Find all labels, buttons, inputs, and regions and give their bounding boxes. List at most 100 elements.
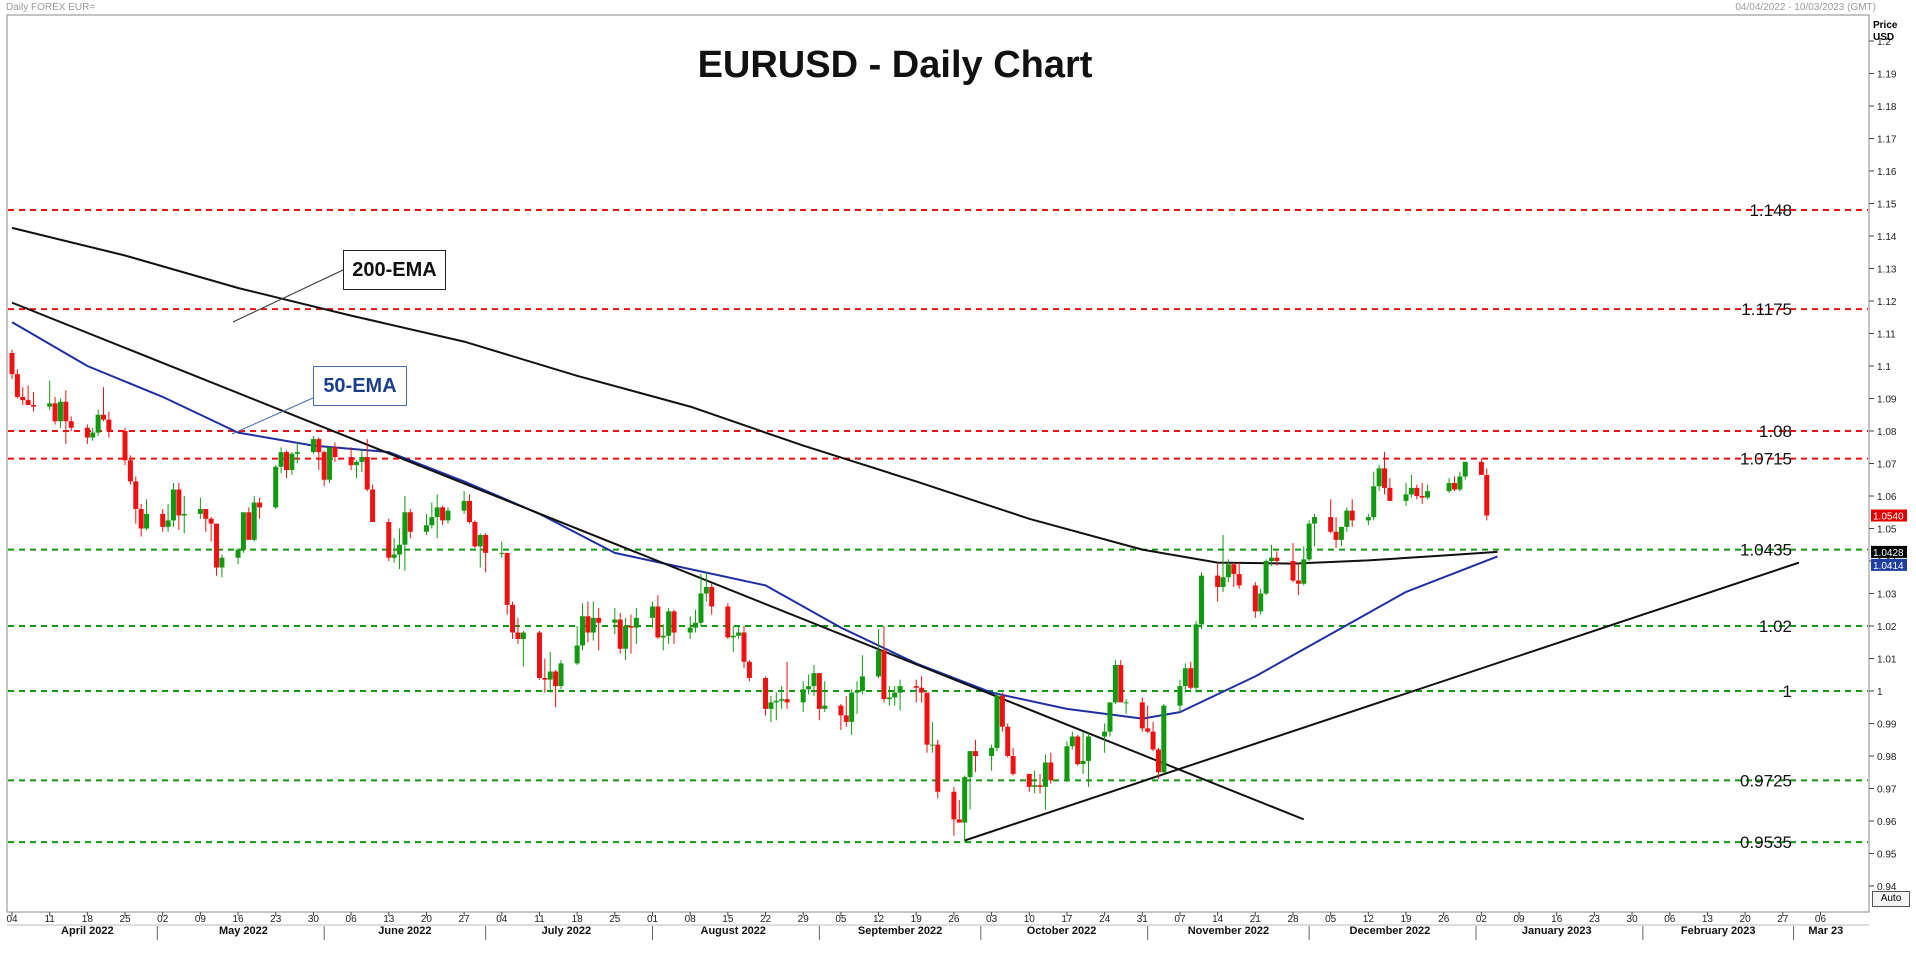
candle-body xyxy=(1161,705,1167,773)
candle-body xyxy=(1457,476,1463,490)
candle-body xyxy=(999,695,1005,727)
candle-body xyxy=(725,606,731,638)
candle-body xyxy=(1010,756,1016,774)
candle-body xyxy=(843,715,849,722)
candle-body xyxy=(127,460,133,482)
candle-body xyxy=(1414,487,1420,496)
candle-body xyxy=(730,635,736,638)
x-month-label: April 2022 xyxy=(61,925,114,937)
price-axis-title-currency: USD xyxy=(1873,32,1895,43)
candle-body xyxy=(101,414,106,420)
candle-body xyxy=(1032,785,1038,787)
candle-body xyxy=(310,439,316,453)
candle-body xyxy=(214,523,220,568)
x-tick-label: 16 xyxy=(232,914,244,925)
candle-body xyxy=(483,535,489,553)
candle-body xyxy=(876,650,882,677)
x-tick-label: 22 xyxy=(760,914,772,925)
candle-body xyxy=(1306,523,1312,560)
candle-body xyxy=(822,705,828,709)
x-tick-label: 03 xyxy=(986,914,998,925)
price-badge xyxy=(1871,558,1907,571)
candle-body xyxy=(165,520,171,527)
candle-body xyxy=(1446,483,1452,492)
candle-body xyxy=(1155,749,1161,773)
candle-body xyxy=(1376,468,1382,487)
candle-body xyxy=(1145,728,1151,732)
y-tick-label: 0.94 xyxy=(1877,882,1897,893)
candle-body xyxy=(919,687,925,693)
x-tick-label: 26 xyxy=(1438,914,1450,925)
candle-body xyxy=(1188,668,1194,688)
candle-body xyxy=(773,700,779,703)
x-month-label: December 2022 xyxy=(1350,925,1431,937)
candle-body xyxy=(806,686,812,690)
candle-body xyxy=(1484,474,1490,516)
candle-body xyxy=(359,457,365,462)
y-tick-label: 1.1 xyxy=(1877,362,1891,373)
candle-body xyxy=(1182,668,1188,687)
candle-body xyxy=(779,699,785,701)
x-tick-label: 23 xyxy=(270,914,282,925)
candle-body xyxy=(208,518,214,524)
level-label: 1.08 xyxy=(1759,422,1792,441)
candle-body xyxy=(650,606,655,618)
x-tick-label: 04 xyxy=(6,914,18,925)
x-month-label: Mar 23 xyxy=(1808,925,1843,937)
y-tick-label: 1.13 xyxy=(1877,265,1897,276)
candle-body xyxy=(515,632,521,639)
candle-body xyxy=(574,645,580,664)
candle-body xyxy=(1274,557,1280,561)
candle-body xyxy=(585,616,591,633)
callout-200-leader xyxy=(232,269,344,323)
candle-body xyxy=(1338,526,1344,540)
candle-body xyxy=(1085,736,1091,761)
candle-body xyxy=(1005,726,1011,756)
candle-body xyxy=(364,457,370,490)
y-tick-label: 1.12 xyxy=(1877,297,1897,308)
candle-body xyxy=(1064,746,1070,781)
candle-body xyxy=(407,512,413,532)
x-tick-label: 05 xyxy=(835,914,847,925)
callout-50-leader xyxy=(231,397,314,435)
y-tick-label: 1.19 xyxy=(1877,70,1897,81)
y-tick-label: 0.97 xyxy=(1877,785,1897,796)
candle-body xyxy=(467,500,472,522)
x-tick-label: 21 xyxy=(1250,914,1262,925)
trendline-descending xyxy=(11,301,1305,821)
x-tick-label: 26 xyxy=(948,914,960,925)
candle-body xyxy=(1026,773,1032,787)
candle-body xyxy=(133,481,139,509)
candle-body xyxy=(240,512,246,550)
y-tick-label: 1.15 xyxy=(1877,200,1897,211)
price-badge-label: 1.0428 xyxy=(1873,548,1904,559)
x-tick-label: 11 xyxy=(44,914,55,925)
level-label: 1.0435 xyxy=(1740,541,1792,560)
candle-body xyxy=(520,632,526,639)
candle-body xyxy=(558,663,564,687)
candle-body xyxy=(1102,731,1108,737)
candle-body xyxy=(1382,468,1387,488)
candle-body xyxy=(197,509,203,514)
candle-body xyxy=(219,557,225,568)
candle-body xyxy=(1462,461,1468,477)
candle-body xyxy=(1290,561,1296,581)
candle-body xyxy=(633,617,639,628)
candle-body xyxy=(800,689,806,703)
candle-body xyxy=(816,673,822,709)
candle-body xyxy=(284,452,289,470)
candle-body xyxy=(768,702,774,709)
trendline-ascending xyxy=(964,561,1800,842)
x-month-label: May 2022 xyxy=(219,925,268,937)
auto-scale-button[interactable]: Auto xyxy=(1872,891,1910,907)
candle-body xyxy=(289,453,295,470)
x-tick-label: 27 xyxy=(1777,914,1789,925)
candle-body xyxy=(386,522,392,558)
x-tick-label: 30 xyxy=(308,914,320,925)
candle-body xyxy=(693,622,699,628)
candle-body xyxy=(913,686,919,688)
candle-body xyxy=(1107,702,1113,732)
x-tick-label: 20 xyxy=(1740,914,1752,925)
candle-body xyxy=(440,507,446,521)
